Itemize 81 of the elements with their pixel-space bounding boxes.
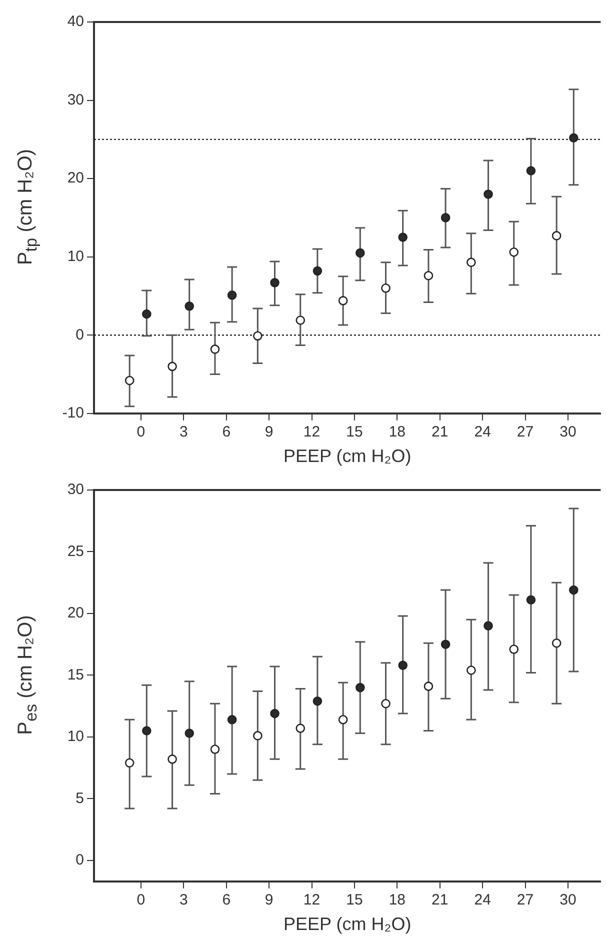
y-tick-label: 20 xyxy=(67,604,84,622)
point xyxy=(356,248,365,258)
point xyxy=(142,309,152,319)
x-tick-label: 30 xyxy=(560,892,576,909)
x-tick-label: 21 xyxy=(432,424,448,441)
point xyxy=(168,754,177,764)
point xyxy=(569,133,578,143)
x-tick-label: 27 xyxy=(516,892,534,909)
x-tick-label: 21 xyxy=(432,892,448,909)
y-tick-label: 20 xyxy=(67,170,84,187)
point xyxy=(466,666,476,675)
point xyxy=(381,284,390,293)
y-tick-label: 30 xyxy=(67,481,84,498)
point xyxy=(440,640,450,649)
x-tick-label: 18 xyxy=(388,892,406,909)
point xyxy=(424,270,434,280)
y-tick-label: 5 xyxy=(76,790,84,807)
point xyxy=(440,213,450,222)
point xyxy=(526,166,536,176)
y-tick-label: 0 xyxy=(76,852,84,869)
y-tick-label: 0 xyxy=(76,326,84,344)
point xyxy=(296,316,306,325)
point xyxy=(356,682,365,692)
y-tick-label: 30 xyxy=(67,91,84,108)
x-tick-label: 30 xyxy=(560,424,576,441)
point xyxy=(338,715,348,724)
x-tick-label: 12 xyxy=(303,424,320,441)
point xyxy=(484,190,493,199)
point xyxy=(168,362,177,372)
point xyxy=(184,728,194,738)
point xyxy=(296,724,306,733)
y-tick-label: 15 xyxy=(67,666,84,684)
point xyxy=(312,696,322,706)
point xyxy=(552,231,562,240)
x-tick-label: 0 xyxy=(136,892,146,909)
x-tick-label: 0 xyxy=(136,424,146,441)
point xyxy=(270,278,280,288)
x-tick-label: 3 xyxy=(179,424,188,441)
point xyxy=(184,302,194,311)
point xyxy=(270,708,280,718)
x-tick-label: 6 xyxy=(222,424,231,441)
y-tick-label: 10 xyxy=(67,728,84,746)
point xyxy=(312,266,322,276)
x-tick-label: 12 xyxy=(303,892,320,909)
x-tick-label: 3 xyxy=(179,892,188,909)
y-tick-label: 40 xyxy=(67,13,84,30)
x-tick-label: 6 xyxy=(222,892,231,909)
point xyxy=(526,595,536,605)
point xyxy=(424,682,434,691)
point xyxy=(227,290,237,300)
x-tick-label: 9 xyxy=(264,892,274,909)
point xyxy=(509,644,519,654)
x-tick-label: 24 xyxy=(474,892,491,909)
point xyxy=(398,232,408,242)
point xyxy=(210,744,220,754)
x-tick-label: 24 xyxy=(474,424,491,441)
x-axis-title: PEEP (cm H₂O) xyxy=(284,914,412,934)
x-axis-title: PEEP (cm H₂O) xyxy=(284,446,412,466)
x-tick-label: 27 xyxy=(516,424,534,441)
x-tick-label: 9 xyxy=(264,424,274,441)
point xyxy=(253,331,262,341)
point xyxy=(398,660,408,670)
point xyxy=(484,621,493,630)
x-tick-label: 15 xyxy=(346,424,363,441)
point xyxy=(227,715,237,724)
x-tick-label: 15 xyxy=(346,892,363,909)
point xyxy=(142,726,152,736)
y-tick-label: 10 xyxy=(67,248,84,265)
point xyxy=(466,258,476,267)
point xyxy=(124,376,134,386)
y-tick-label: 25 xyxy=(67,542,84,560)
point xyxy=(338,296,348,306)
x-tick-label: 18 xyxy=(388,424,406,441)
point xyxy=(552,638,562,648)
point xyxy=(253,731,262,740)
point xyxy=(210,344,220,354)
point xyxy=(569,585,578,595)
point xyxy=(381,698,390,708)
y-tick-label: -10 xyxy=(62,404,84,422)
point xyxy=(124,758,134,768)
point xyxy=(509,247,519,257)
